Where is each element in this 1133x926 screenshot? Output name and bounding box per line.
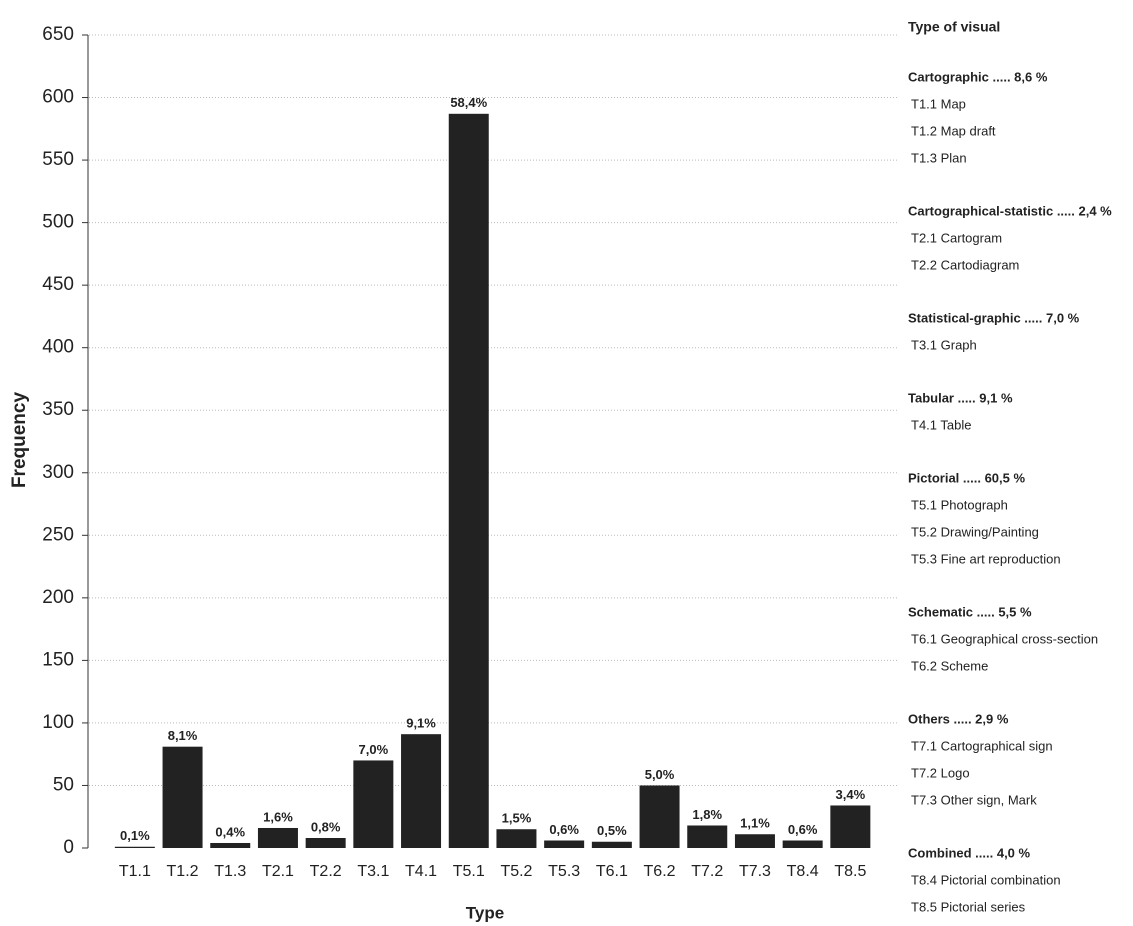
legend-item: T1.2 Map draft bbox=[911, 123, 996, 138]
legend-item: T2.1 Cartogram bbox=[911, 230, 1002, 245]
legend-group-title: Others ..... 2,9 % bbox=[908, 711, 1009, 726]
x-axis-title: Type bbox=[466, 903, 504, 922]
y-tick-label: 100 bbox=[42, 712, 74, 733]
y-tick-label: 300 bbox=[42, 462, 74, 483]
bar bbox=[162, 746, 203, 848]
y-tick-label: 600 bbox=[42, 87, 74, 108]
x-tick-label: T3.1 bbox=[357, 863, 389, 880]
x-tick-label: T4.1 bbox=[405, 863, 437, 880]
y-tick-label: 50 bbox=[53, 774, 74, 795]
bar bbox=[639, 785, 680, 848]
legend-item: T7.3 Other sign, Mark bbox=[911, 792, 1037, 807]
bar bbox=[257, 827, 298, 848]
bar bbox=[782, 840, 823, 848]
y-tick-label: 450 bbox=[42, 274, 74, 295]
bar-label: 8,1% bbox=[168, 728, 198, 743]
legend-item: T8.5 Pictorial series bbox=[911, 899, 1026, 914]
bar-label: 1,1% bbox=[740, 816, 770, 831]
legend-group-title: Statistical-graphic ..... 7,0 % bbox=[908, 310, 1080, 325]
legend-group-title: Pictorial ..... 60,5 % bbox=[908, 470, 1025, 485]
x-tick-label: T2.1 bbox=[262, 863, 294, 880]
legend-item: T7.1 Cartographical sign bbox=[911, 738, 1053, 753]
bar-label: 0,4% bbox=[215, 824, 245, 839]
bar bbox=[830, 805, 871, 848]
bar-label: 0,1% bbox=[120, 828, 150, 843]
y-tick-label: 550 bbox=[42, 149, 74, 170]
x-tick-label: T8.4 bbox=[787, 863, 819, 880]
bar bbox=[496, 829, 537, 848]
x-tick-label: T6.2 bbox=[644, 863, 676, 880]
legend-item: T3.1 Graph bbox=[911, 337, 977, 352]
bar bbox=[401, 734, 442, 848]
x-tick-label: T1.3 bbox=[214, 863, 246, 880]
x-tick-label: T6.1 bbox=[596, 863, 628, 880]
legend-item: T5.3 Fine art reproduction bbox=[911, 551, 1061, 566]
x-tick-label: T1.2 bbox=[167, 863, 199, 880]
legend-item: T1.1 Map bbox=[911, 96, 966, 111]
y-tick-label: 250 bbox=[42, 524, 74, 545]
legend-item: T6.1 Geographical cross-section bbox=[911, 631, 1098, 646]
bar-label: 5,0% bbox=[645, 767, 675, 782]
x-tick-label: T1.1 bbox=[119, 863, 151, 880]
x-tick-label: T2.2 bbox=[310, 863, 342, 880]
legend-group-title: Tabular ..... 9,1 % bbox=[908, 390, 1013, 405]
bar-label: 1,5% bbox=[502, 811, 532, 826]
x-tick-label: T5.2 bbox=[500, 863, 532, 880]
bar bbox=[734, 834, 775, 848]
legend-item: T5.2 Drawing/Painting bbox=[911, 524, 1039, 539]
bar-label: 58,4% bbox=[450, 95, 487, 110]
y-tick-label: 200 bbox=[42, 587, 74, 608]
bar-label: 9,1% bbox=[406, 716, 436, 731]
legend-group-title: Cartographic ..... 8,6 % bbox=[908, 69, 1048, 84]
legend-group-title: Cartographical-statistic ..... 2,4 % bbox=[908, 203, 1112, 218]
bar bbox=[353, 760, 394, 848]
bar-label: 0,8% bbox=[311, 819, 341, 834]
x-tick-label: T7.2 bbox=[691, 863, 723, 880]
y-tick-label: 150 bbox=[42, 649, 74, 670]
bar bbox=[544, 840, 585, 848]
legend-item: T2.2 Cartodiagram bbox=[911, 257, 1019, 272]
bar bbox=[210, 842, 251, 848]
y-tick-label: 350 bbox=[42, 399, 74, 420]
bar-label: 0,6% bbox=[788, 822, 818, 837]
bar-label: 3,4% bbox=[836, 787, 866, 802]
bar-label: 0,6% bbox=[549, 822, 579, 837]
legend-item: T5.1 Photograph bbox=[911, 497, 1008, 512]
bar-label: 1,6% bbox=[263, 809, 293, 824]
y-tick-label: 650 bbox=[42, 24, 74, 45]
bar bbox=[114, 846, 155, 848]
legend-title: Type of visual bbox=[908, 19, 1000, 35]
legend-group-title: Combined ..... 4,0 % bbox=[908, 845, 1031, 860]
y-tick-label: 500 bbox=[42, 212, 74, 233]
bar bbox=[591, 841, 632, 848]
legend-item: T4.1 Table bbox=[911, 417, 971, 432]
bar bbox=[448, 113, 489, 848]
bar-label: 7,0% bbox=[359, 742, 389, 757]
x-tick-label: T5.1 bbox=[453, 863, 485, 880]
legend-item: T6.2 Scheme bbox=[911, 658, 988, 673]
legend-item: T8.4 Pictorial combination bbox=[911, 872, 1061, 887]
y-axis-title: Frequency bbox=[9, 392, 30, 489]
legend-item: T1.3 Plan bbox=[911, 150, 967, 165]
y-tick-label: 400 bbox=[42, 337, 74, 358]
bar bbox=[305, 837, 346, 848]
x-tick-label: T7.3 bbox=[739, 863, 771, 880]
bar bbox=[687, 825, 728, 848]
x-tick-label: T8.5 bbox=[834, 863, 866, 880]
x-tick-label: T5.3 bbox=[548, 863, 580, 880]
bar-label: 0,5% bbox=[597, 823, 627, 838]
bar-label: 1,8% bbox=[692, 807, 722, 822]
legend-item: T7.2 Logo bbox=[911, 765, 970, 780]
legend-group-title: Schematic ..... 5,5 % bbox=[908, 604, 1032, 619]
y-tick-label: 0 bbox=[63, 837, 74, 858]
